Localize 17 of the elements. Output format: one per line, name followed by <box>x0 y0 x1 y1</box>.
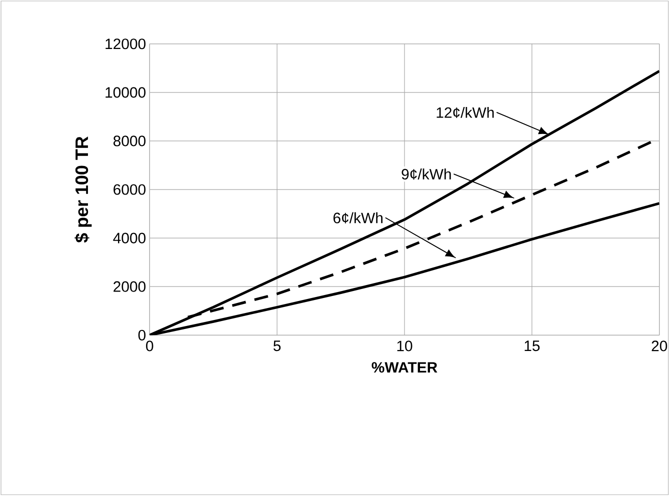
y-tick-label: 0 <box>138 330 146 341</box>
y-tick-label: 4000 <box>113 232 146 244</box>
annotation: 6¢/kWh <box>333 212 382 224</box>
y-tick-label: 2000 <box>114 281 146 292</box>
x-tick-label: 5 <box>273 340 281 352</box>
y-tick-label: 12000 <box>106 38 146 50</box>
x-tick-label: 20 <box>652 340 668 352</box>
x-tick-label: 10 <box>397 340 412 352</box>
x-axis-title: %WATER <box>372 362 438 373</box>
y-tick-label: 10000 <box>106 87 146 98</box>
annotation: 9¢/kWh <box>402 168 451 180</box>
annotation: 12¢/kWh <box>436 107 494 118</box>
x-tick-label: 15 <box>524 340 540 352</box>
x-tick-label: 0 <box>146 340 154 352</box>
y-tick-label: 8000 <box>113 136 146 146</box>
y-axis-title: $ per 100 TR <box>74 136 92 243</box>
y-tick-label: 6000 <box>114 184 146 195</box>
